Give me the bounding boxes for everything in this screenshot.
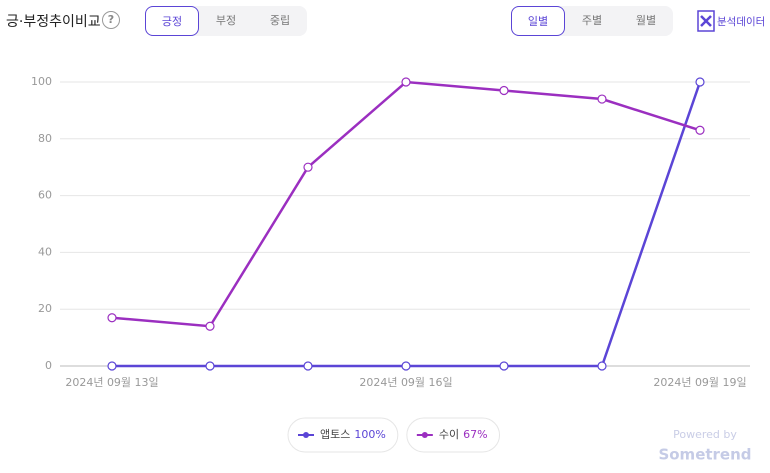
legend-dot xyxy=(303,432,309,438)
brand: Sometrend xyxy=(658,446,751,464)
tab[interactable]: 부정 xyxy=(215,14,237,27)
y-tick-label: 100 xyxy=(31,75,52,88)
legend-name: 앱토스 xyxy=(320,428,350,441)
period-tabs: 일별 주별 월별 xyxy=(511,6,673,36)
legend-pill xyxy=(287,417,399,453)
x-tick-label: 2024년 09월 16일 xyxy=(359,375,452,389)
page-title: 긍·부정추이비교 xyxy=(6,14,101,30)
y-tick-label: 40 xyxy=(38,245,52,258)
y-tick-label: 0 xyxy=(45,359,52,372)
data-point xyxy=(107,313,117,323)
powered-by: Powered by xyxy=(673,428,737,441)
legend-share: 100% xyxy=(354,428,385,441)
data-point xyxy=(597,361,607,371)
tab[interactable]: 긍정 xyxy=(145,6,199,36)
excel-icon xyxy=(697,10,715,32)
export-button[interactable]: 분석데이터 xyxy=(697,10,765,32)
x-tick-label: 2024년 09월 19일 xyxy=(653,375,746,389)
data-point xyxy=(401,77,411,87)
data-point xyxy=(205,361,215,371)
y-tick-label: 20 xyxy=(38,302,52,315)
legend-pill xyxy=(406,417,501,453)
sentiment-tabs: 긍정 부정 중립 xyxy=(145,6,307,36)
help-icon[interactable]: ? xyxy=(102,11,120,29)
y-tick-label: 80 xyxy=(38,132,52,145)
tab[interactable]: 월별 xyxy=(635,14,657,27)
tab[interactable]: 주별 xyxy=(581,14,603,27)
data-point xyxy=(107,361,117,371)
data-point xyxy=(401,361,411,371)
data-point xyxy=(695,125,705,135)
data-point xyxy=(303,361,313,371)
data-point xyxy=(597,94,607,104)
data-point xyxy=(205,321,215,331)
legend-share: 67% xyxy=(463,428,487,441)
legend-item[interactable]: 앱토스 100% xyxy=(287,417,399,453)
series-line xyxy=(111,80,701,328)
x-tick-label: 2024년 09월 13일 xyxy=(65,375,158,389)
data-point xyxy=(695,77,705,87)
tab[interactable]: 일별 xyxy=(511,6,565,36)
legend-item[interactable]: 수이 67% xyxy=(406,417,501,453)
export-label: 분석데이터 xyxy=(717,15,766,28)
legend-dot xyxy=(421,432,428,438)
series-line xyxy=(112,81,702,368)
y-tick-label: 60 xyxy=(38,189,52,202)
tab[interactable]: 중립 xyxy=(269,14,291,27)
legend-name: 수이 xyxy=(439,428,459,441)
data-point xyxy=(499,361,509,371)
data-point xyxy=(499,85,509,96)
data-point xyxy=(303,162,313,172)
